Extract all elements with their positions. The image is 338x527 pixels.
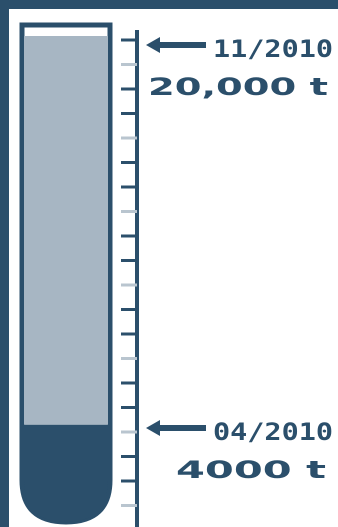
- target-date: 11/2010: [213, 35, 333, 63]
- target-marker: 11/2010 20,000 t: [146, 35, 333, 101]
- thermometer-tube: [19, 22, 113, 525]
- current-amount: 4000 t: [176, 456, 326, 484]
- current-date: 04/2010: [213, 418, 333, 446]
- current-marker: 04/2010 4000 t: [146, 418, 333, 484]
- scale-ticks: [121, 38, 137, 507]
- tube-target-fill: [24, 36, 108, 425]
- arrow-left-icon: [146, 420, 206, 436]
- arrow-left-icon: [146, 37, 206, 53]
- target-amount: 20,000 t: [148, 73, 328, 101]
- thermometer-scale: [121, 30, 139, 527]
- tube-raised-fill: [24, 424, 108, 522]
